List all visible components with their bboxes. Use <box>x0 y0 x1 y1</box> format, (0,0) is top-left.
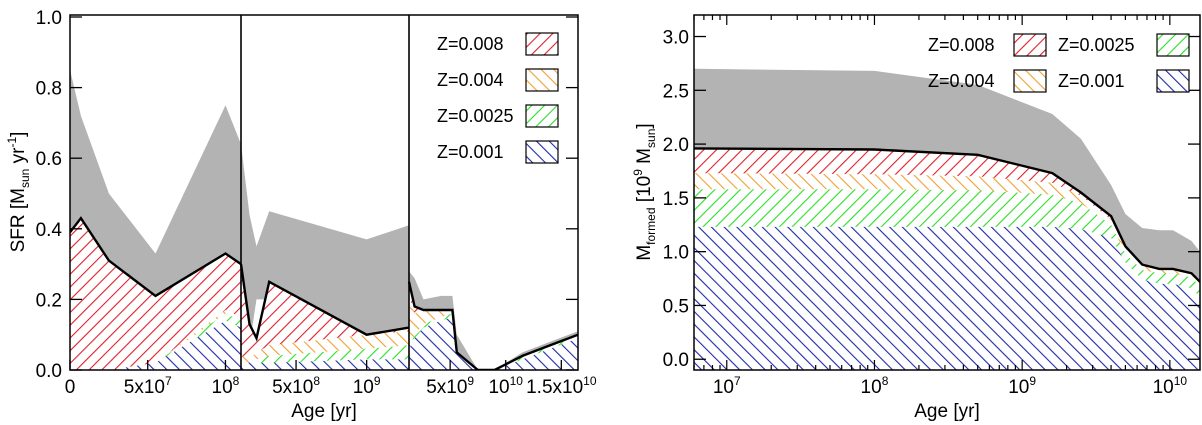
left-segment-1 <box>70 69 242 370</box>
left-segment-2-total-line <box>239 263 410 342</box>
left-x-tick-label: 109 <box>353 374 381 398</box>
left-legend-label: Z=0.008 <box>437 34 504 54</box>
left-plot-area <box>70 69 578 370</box>
right-panel: 0.0 0.5 1.0 1.5 2.0 2.5 3.0 107 108 109 1010 Age … <box>631 14 1201 422</box>
right-y-tick-label: 0.5 <box>663 296 689 317</box>
right-legend-swatch <box>1013 69 1047 93</box>
left-segment-3-range-band <box>409 271 578 370</box>
right-x-ticks: 107 108 109 1010 <box>693 15 1188 398</box>
left-segment-1-total-line <box>70 216 242 298</box>
left-segment-3 <box>407 271 578 370</box>
svg-text:Mformed [109 Msun]: Mformed [109 Msun] <box>631 123 658 260</box>
left-y-tick-label: 1.0 <box>36 8 62 29</box>
left-y-tick-label: 0.2 <box>36 290 62 311</box>
left-legend-swatch <box>525 140 559 164</box>
left-panel: 0.0 0.2 0.4 0.6 0.8 1.0 0 5x107 108 5x108 109 5x10… <box>5 8 597 422</box>
right-plot-area <box>694 68 1200 370</box>
left-x-axis-title: Age [yr] <box>291 401 356 422</box>
right-legend: Z=0.008 Z=0.0025 Z=0.004 Z=0.001 <box>928 33 1190 93</box>
right-x-tick-label: 107 <box>713 374 741 398</box>
right-y-ticks: 0.0 0.5 1.0 1.5 2.0 2.5 3.0 <box>663 28 1200 371</box>
right-y-tick-label: 1.0 <box>663 243 689 264</box>
right-legend-swatch <box>1013 33 1047 57</box>
left-legend: Z=0.008 Z=0.004 Z=0.0025 Z=0.001 <box>437 32 559 164</box>
left-y-tick-label: 0.6 <box>36 149 62 170</box>
left-segment-3-area-z0001 <box>409 317 578 370</box>
right-y-axis-title: Mformed [109 Msun] <box>631 123 658 260</box>
right-x-tick-label: 109 <box>1008 374 1036 398</box>
right-x-tick-label: 1010 <box>1153 374 1188 398</box>
svg-text:SFR [Msun yr-1]: SFR [Msun yr-1] <box>5 132 32 253</box>
right-axes-frame <box>693 14 1201 371</box>
left-x-tick-label: 5x109 <box>426 374 474 398</box>
left-segment-dividers <box>240 15 410 370</box>
left-y-tick-label: 0.4 <box>36 220 63 241</box>
right-y-tick-label: 2.5 <box>663 81 689 102</box>
left-y-axis-title: SFR [Msun yr-1] <box>5 132 32 253</box>
right-legend-label: Z=0.001 <box>1058 71 1125 91</box>
right-x-axis-title: Age [yr] <box>914 401 979 422</box>
left-x-tick-label: 1010 <box>488 374 523 398</box>
left-x-tick-label: 1.5x1010 <box>526 374 597 398</box>
left-legend-label: Z=0.001 <box>437 142 504 162</box>
right-x-tick-label: 108 <box>861 374 889 398</box>
right-legend-swatch <box>1156 69 1190 93</box>
right-legend-label: Z=0.0025 <box>1058 35 1135 55</box>
left-axes-frame <box>69 14 579 371</box>
left-legend-label: Z=0.004 <box>437 70 504 90</box>
left-legend-swatch <box>525 104 559 128</box>
left-legend-label: Z=0.0025 <box>437 106 514 126</box>
right-total-line <box>694 147 1200 283</box>
left-x-tick-label: 108 <box>212 374 240 398</box>
left-legend-swatch <box>525 32 559 56</box>
left-segment-2 <box>239 144 410 370</box>
left-legend-swatch <box>525 68 559 92</box>
left-x-tick-label: 0 <box>65 377 76 398</box>
right-area-z0001 <box>694 226 1200 370</box>
right-y-tick-label: 1.5 <box>663 189 689 210</box>
left-segment-1-range-band <box>70 69 241 296</box>
left-segment-1-area-z0001 <box>70 320 241 370</box>
left-y-tick-label: 0.8 <box>36 79 62 100</box>
left-x-ticks: 0 5x107 108 5x108 109 5x109 1010 1.5x1010 <box>65 360 597 398</box>
left-x-tick-label: 5x107 <box>124 374 172 398</box>
left-y-tick-label: 0.0 <box>36 361 62 382</box>
right-range-band <box>694 68 1200 295</box>
right-y-tick-label: 3.0 <box>663 28 689 49</box>
left-segment-3-total-line <box>407 281 578 370</box>
left-x-tick-label: 5x108 <box>272 374 320 398</box>
right-y-tick-label: 2.0 <box>663 135 689 156</box>
right-legend-label: Z=0.004 <box>928 71 995 91</box>
right-legend-swatch <box>1156 33 1190 57</box>
left-y-ticks: 0.0 0.2 0.4 0.6 0.8 1.0 <box>36 8 578 382</box>
right-legend-label: Z=0.008 <box>928 35 995 55</box>
right-y-tick-label: 0.0 <box>663 350 689 371</box>
